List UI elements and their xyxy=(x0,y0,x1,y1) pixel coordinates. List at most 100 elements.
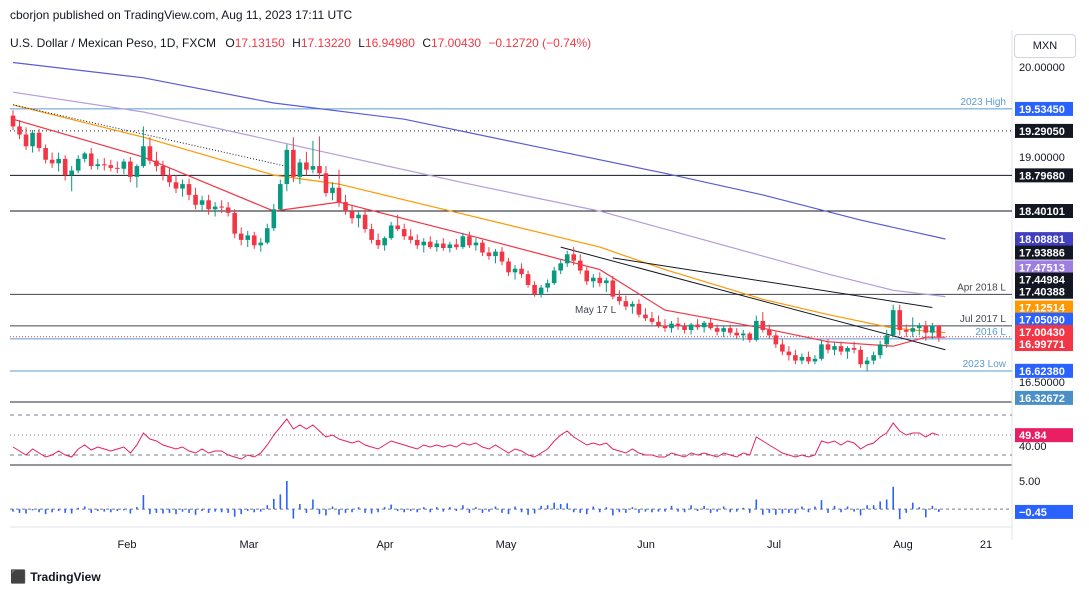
candle xyxy=(643,308,648,321)
candle-body xyxy=(473,242,479,246)
candle-body xyxy=(923,326,929,333)
price-tag-text: 17.40388 xyxy=(1019,287,1065,299)
trendline-label: May 17 L xyxy=(575,305,617,316)
price-tag: 17.00430 xyxy=(1015,324,1073,339)
momentum-tick-label: 5.00 xyxy=(1019,476,1040,488)
time-tick-label: May xyxy=(496,539,517,551)
candle xyxy=(427,236,433,249)
candle xyxy=(845,346,850,359)
candle-body xyxy=(734,332,740,336)
candle xyxy=(890,304,896,338)
candle-body xyxy=(512,268,518,273)
candle-body xyxy=(395,225,400,230)
candle xyxy=(708,319,713,330)
candle xyxy=(343,194,348,215)
candle xyxy=(69,166,74,192)
candle-body xyxy=(23,134,29,147)
candle-body xyxy=(115,167,120,169)
candle-body xyxy=(577,260,583,271)
candle-body xyxy=(551,270,557,284)
candle-body xyxy=(271,209,277,229)
price-tags: 19.53450 19.29050 18.79680 18.40101 18.08881… xyxy=(1015,101,1073,405)
candle-body xyxy=(936,325,942,337)
candle xyxy=(141,126,146,168)
candle-body xyxy=(251,235,257,246)
candle xyxy=(682,322,687,334)
candle-body xyxy=(199,200,205,205)
moving-averages xyxy=(12,61,946,347)
candle-body xyxy=(141,146,146,167)
rsi-line xyxy=(12,418,939,460)
candle-body xyxy=(460,236,466,248)
candle xyxy=(851,341,857,354)
tradingview-mark-icon: ⬛ xyxy=(10,569,27,584)
price-tag-bg xyxy=(1015,260,1073,275)
candle xyxy=(525,270,531,288)
candle xyxy=(336,169,342,207)
price-tag-text: 19.29050 xyxy=(1019,126,1065,138)
candle xyxy=(10,110,16,131)
candle-body xyxy=(864,360,870,365)
price-tag-text: 16.32672 xyxy=(1019,393,1065,405)
candle-body xyxy=(330,187,335,194)
price-tag: 17.47513 xyxy=(1015,260,1073,275)
momentum-pane: 5.00 −0.45 xyxy=(10,476,1073,520)
price-tag: 17.93886 xyxy=(1015,245,1073,260)
close-value: 17.00430 xyxy=(431,36,482,50)
candle-body xyxy=(682,326,687,330)
candle xyxy=(401,223,407,240)
candle xyxy=(493,248,498,264)
candle-body xyxy=(812,358,818,362)
price-tick-label: 19.00000 xyxy=(1019,152,1065,164)
candle xyxy=(773,331,779,348)
candle-body xyxy=(819,344,824,359)
candle xyxy=(617,290,622,305)
price-tag-bg xyxy=(1015,324,1073,339)
candle-body xyxy=(727,328,733,333)
candle-body xyxy=(297,162,303,177)
candle xyxy=(134,164,140,188)
candle xyxy=(441,238,446,251)
trendline-2 xyxy=(612,257,933,308)
candle-body xyxy=(545,283,550,288)
candle xyxy=(206,194,211,215)
candle xyxy=(414,234,420,249)
ma-line-ema100 xyxy=(12,91,946,298)
momentum-value-tag-bg xyxy=(1015,504,1073,519)
rsi-value-tag-bg xyxy=(1015,428,1073,443)
candle-body xyxy=(284,149,290,185)
candle-body xyxy=(10,115,16,127)
candle-body xyxy=(538,287,544,294)
candle-body xyxy=(786,351,792,356)
candle-body xyxy=(649,318,655,322)
candle-body xyxy=(264,228,270,243)
candle-body xyxy=(180,184,185,189)
candle xyxy=(356,211,361,228)
symbol-name[interactable]: U.S. Dollar / Mexican Peso, 1D, FXCM xyxy=(10,36,217,50)
candle xyxy=(721,326,726,338)
level-label-2: Jul 2017 L xyxy=(960,314,1007,325)
candle-body xyxy=(493,251,498,257)
candle-body xyxy=(486,252,492,257)
candle xyxy=(740,329,746,341)
candle-body xyxy=(714,328,720,332)
price-tag-bg xyxy=(1015,337,1073,352)
candle-body xyxy=(506,261,511,273)
candle-body xyxy=(851,347,857,350)
candle-body xyxy=(897,310,903,330)
candle xyxy=(304,151,309,176)
price-tag: 16.62380 xyxy=(1015,363,1073,378)
candle-body xyxy=(362,214,368,230)
high-label: H xyxy=(292,36,301,50)
candle xyxy=(232,209,237,239)
candle xyxy=(884,329,889,348)
candle xyxy=(473,238,479,251)
candle xyxy=(590,274,596,288)
currency-button[interactable]: MXN xyxy=(1014,34,1076,58)
candle xyxy=(62,155,68,181)
close-label: C xyxy=(422,36,431,50)
candle xyxy=(264,223,270,245)
candle-body xyxy=(597,277,603,284)
